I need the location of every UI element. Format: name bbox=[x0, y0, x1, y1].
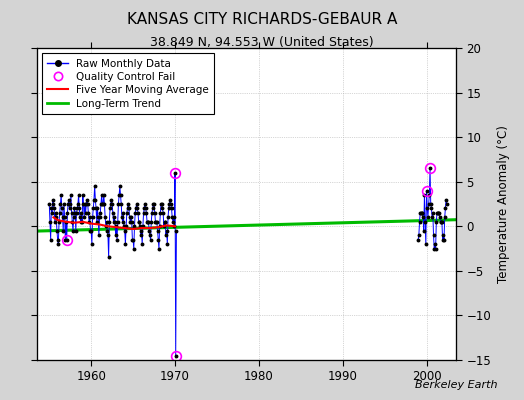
Legend: Raw Monthly Data, Quality Control Fail, Five Year Moving Average, Long-Term Tren: Raw Monthly Data, Quality Control Fail, … bbox=[42, 53, 214, 114]
Text: Berkeley Earth: Berkeley Earth bbox=[416, 380, 498, 390]
Text: 38.849 N, 94.553 W (United States): 38.849 N, 94.553 W (United States) bbox=[150, 36, 374, 49]
Text: KANSAS CITY RICHARDS-GEBAUR A: KANSAS CITY RICHARDS-GEBAUR A bbox=[127, 12, 397, 27]
Y-axis label: Temperature Anomaly (°C): Temperature Anomaly (°C) bbox=[497, 125, 510, 283]
